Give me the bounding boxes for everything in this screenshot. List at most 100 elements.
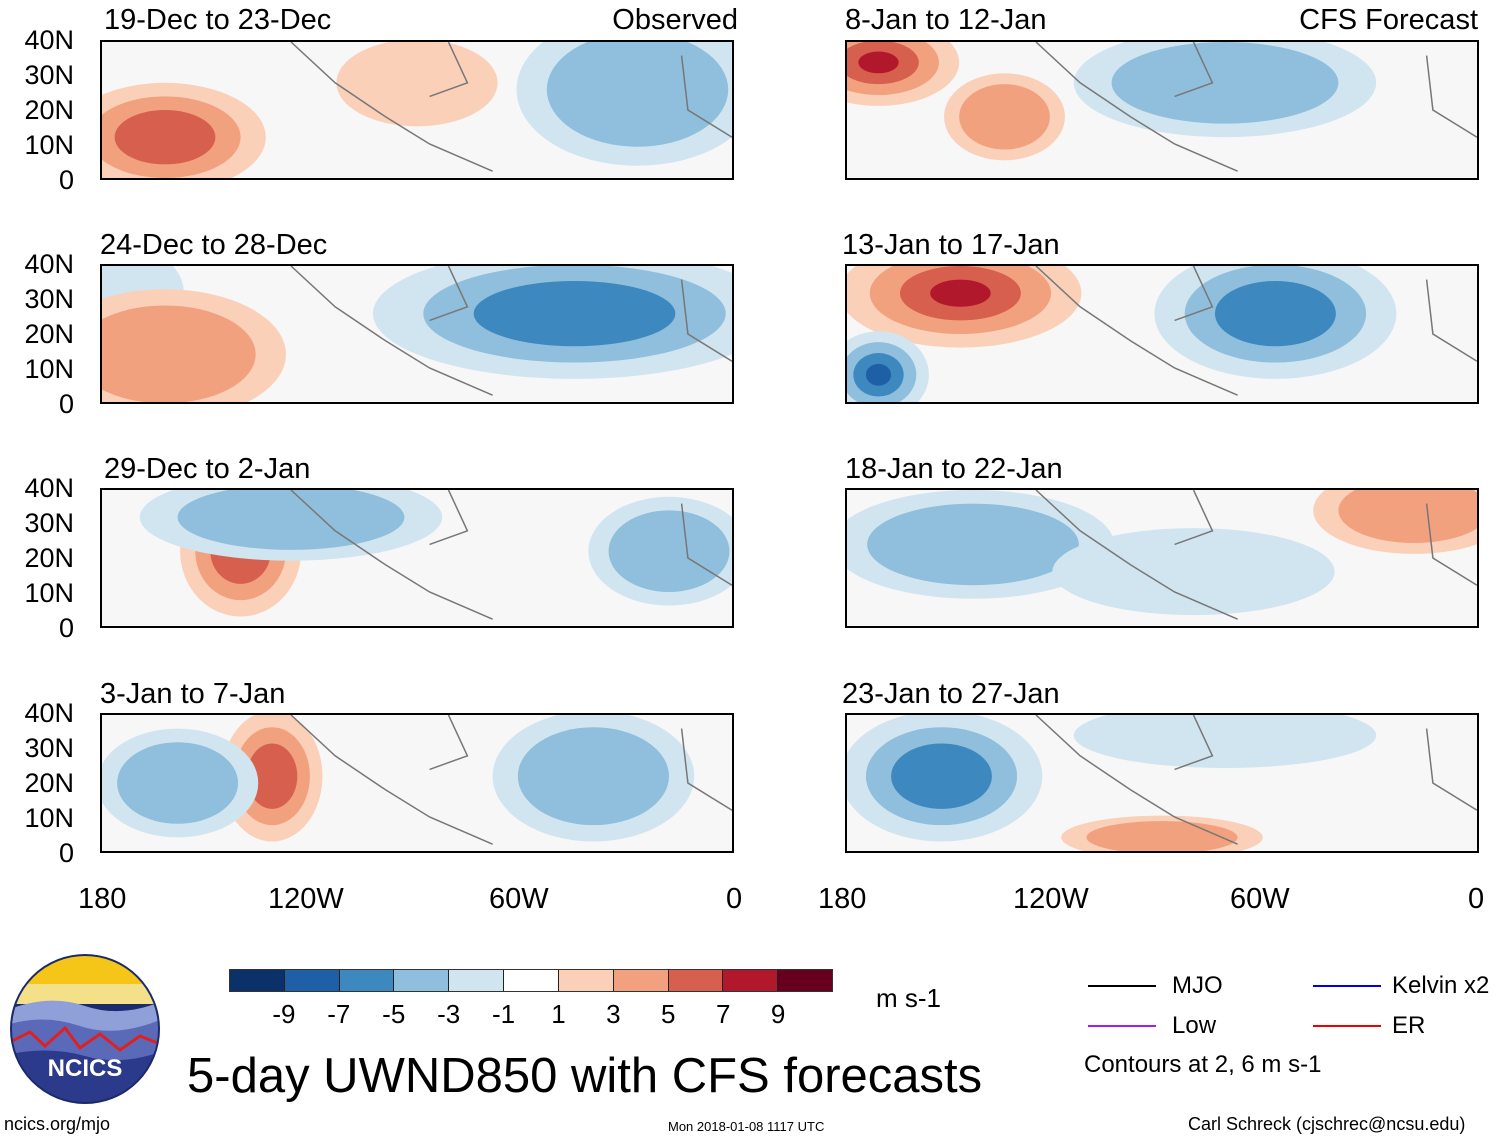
westerly-anomaly-shading (959, 84, 1050, 150)
x-tick-180-right: 180 (818, 883, 867, 915)
coastline (1035, 42, 1477, 172)
colorbar-tick-label: -3 (437, 999, 461, 1029)
panel-title-obs-2: 24-Dec to 28-Dec (100, 229, 328, 261)
easterly-anomaly-shading (891, 743, 992, 809)
wind-field-map (102, 490, 732, 626)
colorbar-swatch (504, 970, 559, 991)
coastline (290, 42, 732, 172)
y-tick-label: 20N (24, 768, 74, 798)
map-panel-fc-3 (845, 488, 1479, 628)
y-tick-label: 30N (24, 733, 74, 763)
easterly-anomaly-shading (1073, 715, 1377, 769)
x-tick-60w-right: 60W (1230, 883, 1290, 915)
observed-label: Observed (612, 4, 738, 36)
easterly-anomaly-shading (117, 742, 239, 824)
y-tick-label: 20N (24, 95, 74, 125)
colorbar-swatch (230, 970, 285, 991)
x-tick-180-left: 180 (78, 883, 127, 915)
footer-credit: Carl Schreck (cjschrec@ncsu.edu) (1188, 1114, 1466, 1134)
wind-field-map (847, 42, 1477, 178)
legend-kelvin-label: Kelvin x2 (1392, 972, 1490, 999)
easterly-anomaly-shading (473, 280, 676, 347)
westerly-anomaly-shading (336, 42, 498, 127)
panel-title-fc-3: 18-Jan to 22-Jan (845, 453, 1063, 485)
colorbar-swatch (339, 970, 395, 991)
y-tick-label: 20N (24, 543, 74, 573)
legend-er-line (1313, 1025, 1381, 1027)
legend-mjo-line (1088, 985, 1156, 987)
colorbar-units: m s-1 (876, 983, 941, 1013)
wind-field-map (847, 490, 1477, 626)
colorbar-swatch (668, 970, 724, 991)
colorbar-tick-label: -5 (382, 999, 406, 1029)
wind-field-map (847, 715, 1477, 851)
x-tick-120w-right: 120W (1013, 883, 1089, 915)
y-tick-label: 40N (24, 473, 74, 503)
coastline (290, 715, 732, 845)
westerly-anomaly-shading (114, 110, 216, 165)
easterly-anomaly-shading (1111, 42, 1339, 124)
coastline (290, 490, 732, 620)
y-tick-label: 30N (24, 60, 74, 90)
easterly-anomaly-shading (517, 727, 669, 826)
easterly-anomaly-shading (1052, 528, 1335, 616)
y-tick-label: 10N (24, 803, 74, 833)
colorbar-tick-label: 5 (661, 999, 676, 1029)
map-panel-fc-2 (845, 264, 1479, 404)
westerly-anomaly-shading (930, 279, 991, 307)
map-panel-obs-4 (100, 713, 734, 853)
colorbar-tick-label: 1 (551, 999, 566, 1029)
y-tick-label: 40N (24, 25, 74, 55)
footer-url: ncics.org/mjo (4, 1114, 111, 1134)
y-tick-label: 10N (24, 130, 74, 160)
colorbar-swatch (284, 970, 340, 991)
easterly-anomaly-shading (608, 510, 730, 592)
y-tick-label: 40N (24, 698, 74, 728)
map-panel-fc-1 (845, 40, 1479, 180)
y-tick-label: 40N (24, 249, 74, 279)
ncics-logo: NCICS (10, 954, 160, 1104)
cfs-forecast-label: CFS Forecast (1299, 4, 1478, 36)
colorbar-tick-label: 7 (715, 999, 731, 1029)
map-panel-obs-1 (100, 40, 734, 180)
y-tick-label: 10N (24, 354, 74, 384)
panel-title-fc-2: 13-Jan to 17-Jan (842, 229, 1060, 261)
legend-mjo-label: MJO (1172, 972, 1223, 999)
wind-field-map (102, 42, 732, 178)
legend-er-label: ER (1392, 1012, 1426, 1039)
colorbar-swatch (613, 970, 669, 991)
colorbar-swatch (449, 970, 505, 991)
y-tick-label: 30N (24, 508, 74, 538)
y-tick-label: 20N (24, 319, 74, 349)
colorbar (229, 969, 833, 992)
easterly-anomaly-shading (865, 363, 892, 386)
westerly-anomaly-shading (102, 305, 256, 402)
easterly-anomaly-shading (867, 503, 1079, 586)
panel-title-obs-4: 3-Jan to 7-Jan (100, 678, 286, 710)
coastline (290, 266, 732, 396)
easterly-anomaly-shading (177, 490, 405, 550)
colorbar-tick-label: -1 (491, 999, 516, 1029)
map-panel-obs-3 (100, 488, 734, 628)
map-panel-obs-2 (100, 264, 734, 404)
westerly-anomaly-shading (1338, 490, 1477, 544)
colorbar-tick-label: -7 (327, 999, 351, 1029)
panel-title-obs-3: 29-Dec to 2-Jan (104, 453, 311, 485)
colorbar-swatch (394, 970, 450, 991)
panel-title-fc-1: 8-Jan to 12-Jan (845, 4, 1047, 36)
logo-text: NCICS (48, 1055, 123, 1082)
x-tick-0-right: 0 (1468, 883, 1485, 915)
colorbar-tick-label: 3 (606, 999, 621, 1029)
westerly-anomaly-shading (246, 743, 298, 809)
colorbar-swatch (558, 970, 614, 991)
y-tick-label: 0 (58, 613, 74, 643)
legend-low-line (1088, 1025, 1156, 1027)
panel-title-fc-4: 23-Jan to 27-Jan (842, 678, 1060, 710)
easterly-anomaly-shading (1214, 280, 1336, 347)
y-tick-label: 30N (24, 284, 74, 314)
y-tick-label: 0 (58, 389, 74, 419)
legend-note: Contours at 2, 6 m s-1 (1084, 1051, 1322, 1078)
legend-kelvin-line (1313, 985, 1381, 987)
westerly-anomaly-shading (858, 51, 899, 74)
y-tick-label: 10N (24, 578, 74, 608)
